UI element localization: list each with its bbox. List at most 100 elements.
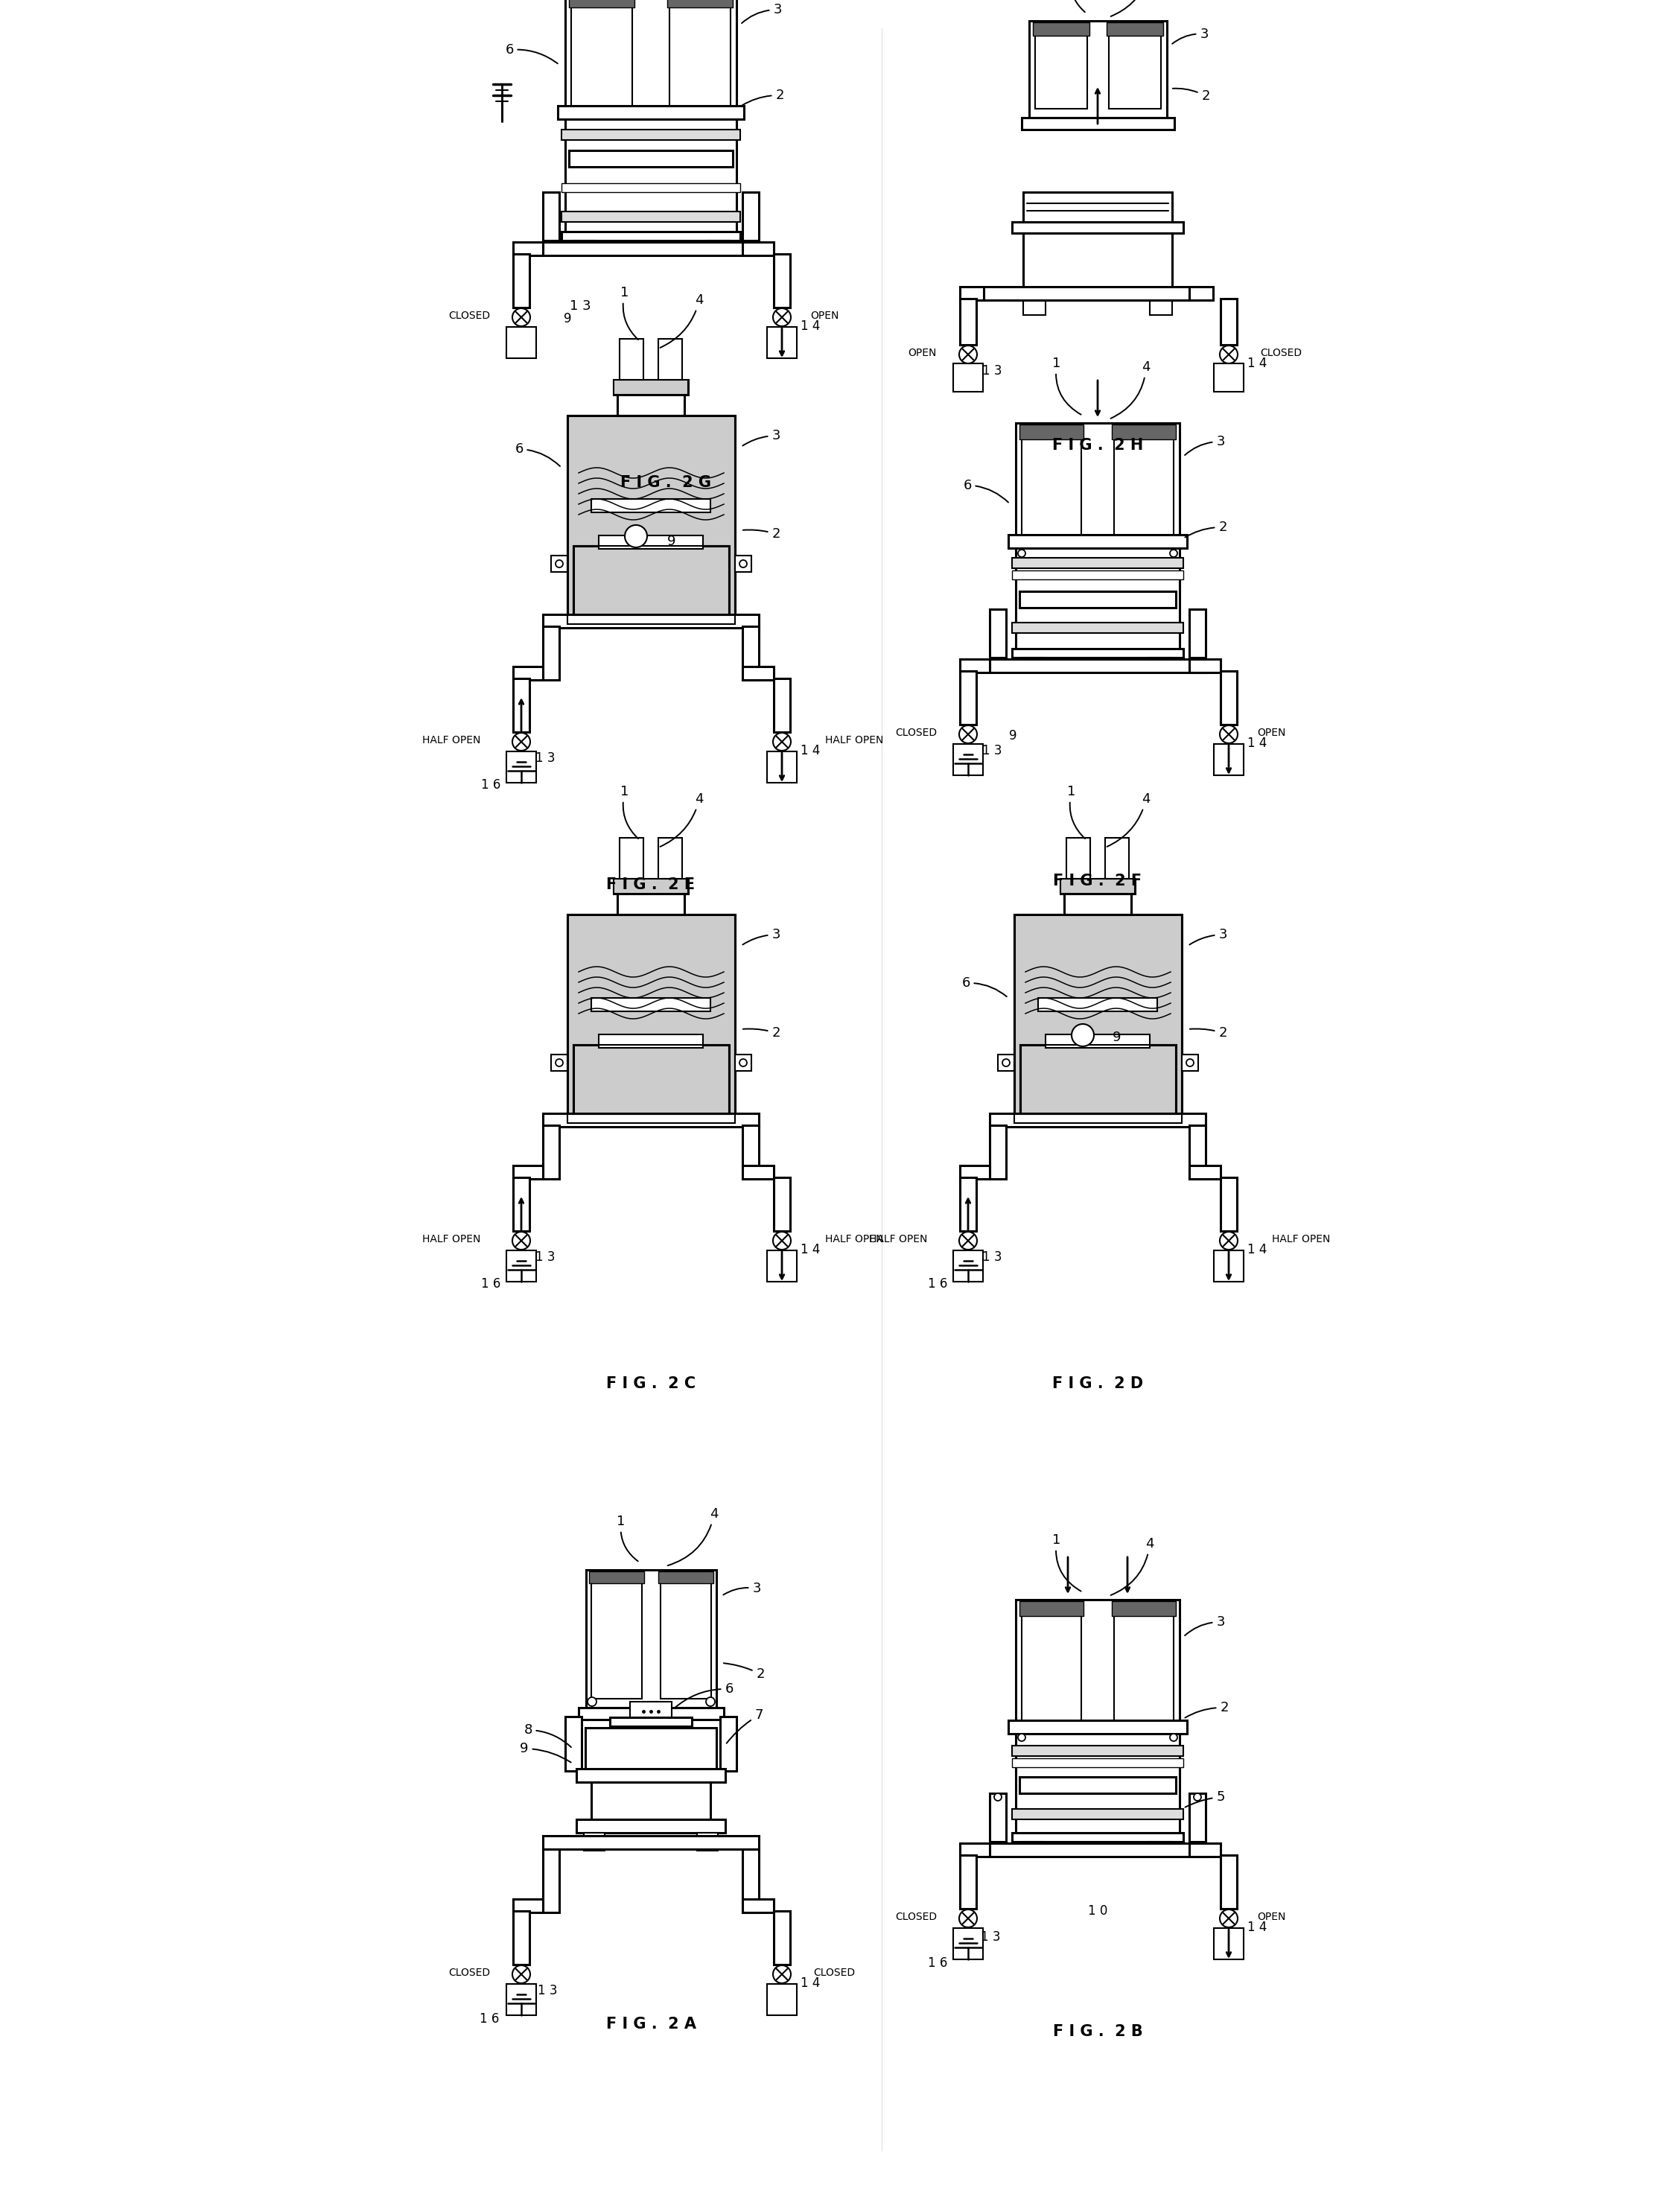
Circle shape: [512, 1965, 531, 1982]
Text: 2: 2: [743, 1026, 780, 1039]
Bar: [1189, 659, 1221, 672]
Bar: [768, 750, 796, 783]
Bar: [598, 1035, 702, 1048]
Bar: [1011, 221, 1183, 234]
Text: 1 3: 1 3: [983, 363, 1001, 379]
Text: 6: 6: [961, 976, 1006, 996]
Bar: [591, 1781, 711, 1820]
Circle shape: [588, 1698, 596, 1707]
Bar: [1011, 1834, 1183, 1842]
Bar: [1112, 1602, 1176, 1617]
Bar: [551, 1055, 568, 1070]
Bar: [990, 1794, 1006, 1842]
Bar: [1020, 424, 1084, 440]
Circle shape: [739, 1059, 748, 1066]
Text: 7: 7: [726, 1709, 763, 1744]
Bar: [543, 193, 559, 241]
Bar: [512, 678, 529, 733]
Bar: [1020, 1602, 1084, 1617]
Bar: [573, 1046, 729, 1114]
Bar: [1020, 591, 1176, 608]
Text: 4: 4: [660, 792, 704, 847]
Bar: [543, 1114, 759, 1127]
Bar: [1023, 234, 1173, 289]
Text: 2: 2: [743, 90, 785, 105]
Bar: [613, 381, 689, 394]
Bar: [1015, 915, 1181, 1122]
Text: F I G .  2 B: F I G . 2 B: [1053, 2024, 1142, 2039]
Bar: [667, 0, 732, 7]
Text: 3: 3: [743, 928, 780, 945]
Bar: [558, 105, 744, 118]
Text: 1 4: 1 4: [1247, 357, 1267, 370]
Bar: [1189, 287, 1213, 300]
Bar: [586, 1569, 716, 1707]
Text: HALF OPEN: HALF OPEN: [869, 1234, 927, 1245]
Circle shape: [959, 726, 978, 744]
Bar: [1011, 1746, 1183, 1757]
Text: 1 4: 1 4: [800, 319, 820, 333]
Text: 1 6: 1 6: [927, 1956, 948, 1969]
Text: OPEN: OPEN: [1257, 729, 1285, 737]
Text: 1 3: 1 3: [983, 1249, 1001, 1265]
Bar: [1114, 1610, 1174, 1726]
Text: 3: 3: [1184, 1615, 1225, 1634]
Text: 3: 3: [1184, 435, 1225, 455]
Text: 1: 1: [620, 287, 638, 339]
Bar: [506, 326, 536, 359]
Text: HALF OPEN: HALF OPEN: [422, 735, 480, 746]
Bar: [613, 381, 689, 394]
Bar: [613, 381, 689, 394]
Bar: [659, 838, 682, 880]
Bar: [1011, 571, 1183, 580]
Text: F I G .  2 G: F I G . 2 G: [620, 475, 711, 490]
Bar: [1067, 838, 1090, 880]
Text: 1 6: 1 6: [480, 1278, 501, 1291]
Circle shape: [773, 1965, 791, 1982]
Text: 4: 4: [1107, 792, 1151, 847]
Bar: [1035, 22, 1087, 109]
Bar: [512, 1899, 543, 1912]
Bar: [990, 608, 1006, 659]
Bar: [573, 545, 729, 615]
Bar: [1149, 659, 1173, 672]
Bar: [637, 1733, 665, 1744]
Bar: [543, 243, 759, 256]
Text: CLOSED: CLOSED: [449, 311, 491, 322]
Bar: [610, 1718, 692, 1726]
Bar: [736, 556, 751, 571]
Bar: [774, 678, 790, 733]
Bar: [620, 838, 643, 880]
Text: 1 4: 1 4: [800, 1243, 820, 1256]
Text: CLOSED: CLOSED: [449, 1967, 491, 1978]
Text: 1 0: 1 0: [1089, 1904, 1107, 1917]
Circle shape: [1194, 1794, 1201, 1801]
Circle shape: [1220, 726, 1238, 744]
Bar: [1033, 22, 1089, 35]
Bar: [551, 556, 568, 571]
Bar: [573, 545, 729, 615]
Bar: [1021, 1610, 1082, 1726]
Text: 6: 6: [675, 1683, 732, 1709]
Circle shape: [773, 1232, 791, 1249]
Bar: [573, 241, 595, 256]
Bar: [959, 1166, 990, 1179]
Text: 9: 9: [563, 313, 571, 326]
Bar: [990, 1125, 1006, 1179]
Bar: [1011, 1809, 1183, 1820]
Bar: [573, 1046, 729, 1114]
Bar: [1020, 1046, 1176, 1114]
Bar: [512, 1177, 529, 1232]
Bar: [1060, 880, 1136, 893]
Text: 9: 9: [521, 1742, 571, 1761]
Bar: [543, 1125, 559, 1179]
Bar: [1011, 558, 1183, 569]
Bar: [512, 1166, 543, 1179]
Bar: [743, 193, 759, 241]
Bar: [743, 667, 774, 680]
Bar: [613, 880, 689, 893]
Circle shape: [773, 733, 791, 750]
Bar: [1015, 915, 1181, 1122]
Text: 4: 4: [1110, 0, 1154, 15]
Bar: [990, 1114, 1206, 1127]
